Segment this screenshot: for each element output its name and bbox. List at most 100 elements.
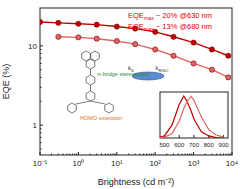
ring	[105, 103, 114, 113]
x-minor-tick	[166, 154, 167, 156]
annotation: EQEmax ~ 20% @630 nm	[128, 11, 212, 21]
x-minor-tick	[108, 154, 109, 156]
y-minor-tick	[40, 128, 42, 129]
annotation-sub: max	[144, 15, 154, 21]
annotation: EQEmax ~ 13% @680 nm	[128, 22, 212, 32]
series-point	[114, 38, 119, 43]
y-minor-tick	[40, 63, 42, 64]
y-tick-label: 10	[28, 42, 37, 51]
x-tick-label: 10²	[149, 159, 161, 168]
series-point	[171, 53, 176, 58]
x-minor-tick	[216, 154, 217, 156]
series-point	[56, 34, 61, 39]
y-minor-tick	[40, 132, 42, 133]
x-tick	[232, 152, 233, 155]
x-minor-tick	[110, 154, 111, 156]
x-minor-tick	[115, 154, 116, 156]
x-minor-tick	[139, 154, 140, 156]
x-tick-label: 700	[189, 142, 200, 148]
ring	[86, 59, 95, 69]
x-minor-tick	[191, 154, 192, 156]
x-minor-tick	[74, 154, 75, 156]
series-point	[114, 24, 119, 29]
series-point	[209, 67, 214, 72]
x-tick	[116, 152, 117, 155]
series-point	[40, 19, 43, 24]
x-axis-title: Brightness (cd m⁻²)	[98, 177, 175, 187]
x-minor-tick	[189, 154, 190, 156]
series-group	[160, 96, 224, 138]
x-tick	[155, 152, 156, 155]
x-minor-tick	[228, 154, 229, 156]
series-point	[94, 36, 99, 41]
x-tick-label: 900	[219, 142, 230, 148]
x-minor-tick	[69, 154, 70, 156]
x-minor-tick	[187, 154, 188, 156]
x-minor-tick	[128, 154, 129, 156]
x-minor-tick	[230, 154, 231, 156]
x-tick	[78, 152, 79, 155]
x-minor-tick	[153, 154, 154, 156]
y-tick	[40, 125, 43, 126]
x-tick-label: 800	[204, 142, 215, 148]
x-minor-tick	[226, 154, 227, 156]
x-minor-tick	[76, 154, 77, 156]
x-minor-tick	[173, 154, 174, 156]
x-tick-label: 10⁻¹	[33, 159, 48, 168]
x-tick-label: 10⁴	[226, 159, 239, 168]
y-minor-tick	[40, 77, 42, 78]
series-line	[58, 37, 228, 78]
series-point	[133, 42, 138, 47]
bond	[90, 69, 91, 75]
series-point	[56, 20, 61, 25]
series-point	[76, 35, 81, 40]
series-line	[40, 22, 228, 56]
annotation-text: ~ 20% @630 nm	[154, 11, 212, 20]
annotation-text: π-bridge stereoscope	[97, 71, 149, 77]
y-minor-tick	[40, 58, 42, 59]
y-minor-tick	[40, 142, 42, 143]
x-minor-tick	[149, 154, 150, 156]
series-line	[160, 96, 224, 138]
plot-frame	[160, 92, 228, 138]
x-minor-tick	[211, 154, 212, 156]
series-point	[191, 40, 196, 45]
x-minor-tick	[151, 154, 152, 156]
series-point	[191, 61, 196, 66]
y-minor-tick	[40, 137, 42, 138]
series-group	[40, 19, 231, 80]
x-minor-tick	[63, 154, 64, 156]
annotation: kS	[128, 65, 134, 73]
annotation-text: ~ 13% @680 nm	[154, 22, 212, 31]
series-point	[76, 21, 81, 26]
y-minor-tick	[40, 101, 42, 102]
x-tick-label: 10³	[188, 159, 200, 168]
x-tick	[194, 135, 195, 138]
annotation: π-bridge stereoscope	[97, 71, 149, 77]
ring	[86, 75, 95, 85]
y-minor-tick	[40, 69, 42, 70]
x-minor-tick	[96, 154, 97, 156]
annotation-sub: RISC	[158, 68, 168, 73]
series-point	[94, 22, 99, 27]
ring	[68, 103, 77, 113]
x-tick-label: 10¹	[111, 159, 123, 168]
x-tick-label: 10⁰	[72, 159, 84, 168]
x-minor-tick	[89, 154, 90, 156]
x-tick-label: 500	[159, 142, 170, 148]
series-point	[226, 75, 231, 80]
x-minor-tick	[66, 154, 67, 156]
y-minor-tick	[40, 148, 42, 149]
annotation-text: EQE	[128, 22, 144, 31]
x-minor-tick	[182, 154, 183, 156]
y-minor-tick	[40, 49, 42, 50]
annotation-text: EQE	[128, 11, 144, 20]
x-minor-tick	[72, 154, 73, 156]
x-tick-label: 600	[174, 142, 185, 148]
x-minor-tick	[135, 154, 136, 156]
x-minor-tick	[51, 154, 52, 156]
annotation-sub: S	[131, 68, 134, 73]
x-tick	[193, 152, 194, 155]
annotation-text: HOMO extension	[80, 115, 122, 121]
x-minor-tick	[101, 154, 102, 156]
